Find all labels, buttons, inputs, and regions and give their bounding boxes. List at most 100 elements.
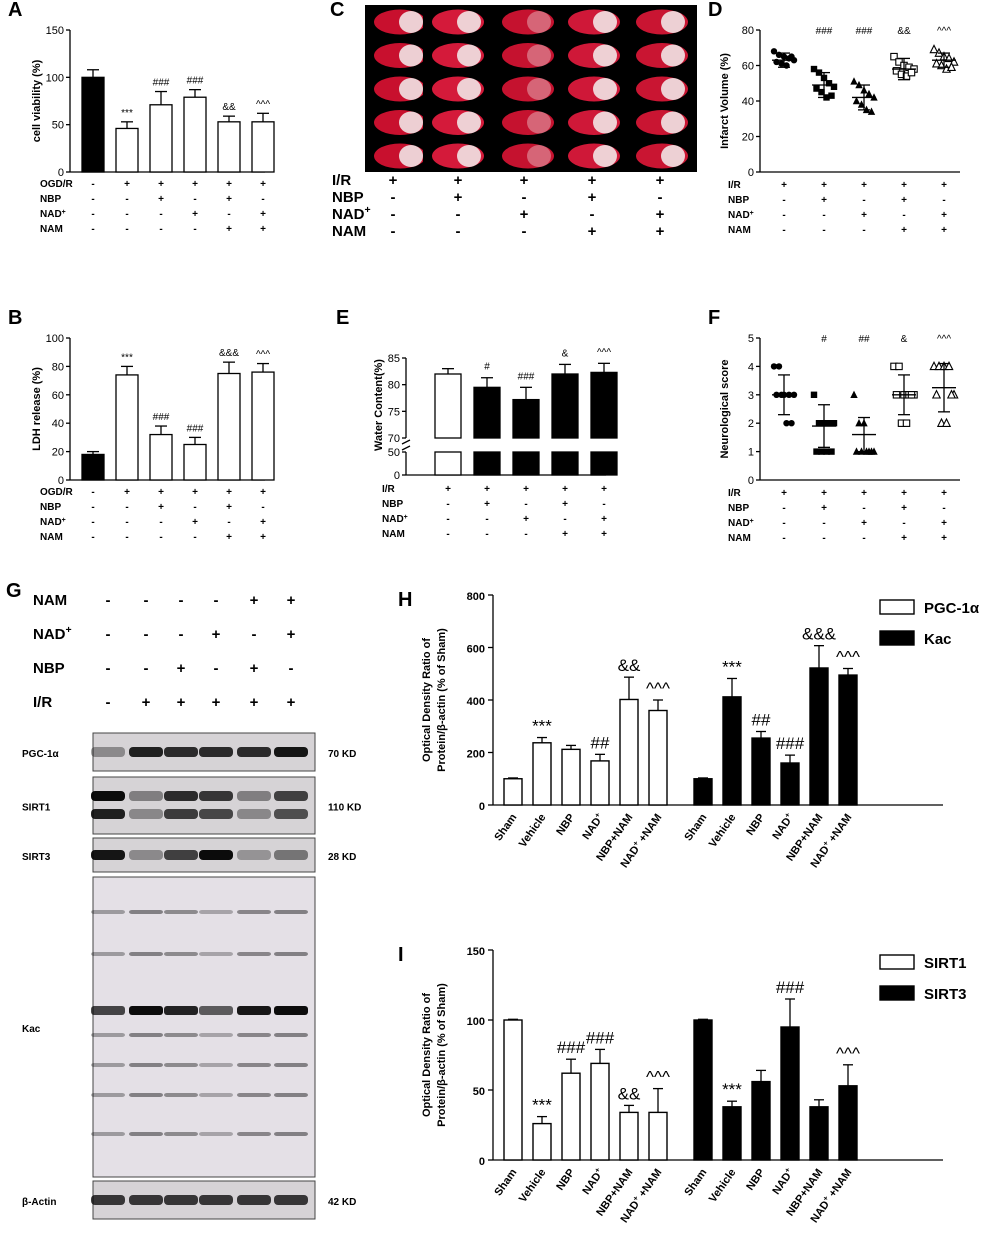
significance-mark: ##: [858, 334, 870, 345]
infarct-area: [661, 44, 685, 67]
infarct-area: [593, 11, 617, 33]
blot-band: [237, 1006, 271, 1015]
significance-mark: ###: [776, 734, 805, 753]
condition-mark: +: [484, 499, 490, 510]
condition-mark: -: [446, 514, 449, 525]
condition-label: NBP: [728, 503, 749, 514]
significance-mark: ^^^: [836, 648, 860, 667]
bar: [838, 1085, 858, 1161]
data-point: [931, 58, 942, 68]
condition-mark: -: [91, 209, 94, 220]
legend-label: PGC-1α: [924, 600, 980, 617]
condition-label: I/R: [728, 180, 742, 191]
bar: [619, 698, 639, 806]
panel-label: D: [708, 0, 722, 21]
blot-label: PGC-1α: [22, 749, 60, 760]
category-label: NAD+: [768, 810, 796, 842]
significance-mark: ##: [591, 733, 610, 752]
condition-mark: -: [391, 206, 396, 223]
significance-mark: ***: [722, 1080, 742, 1099]
bar: [561, 1072, 581, 1161]
y-axis-label: Water Content(%): [373, 359, 385, 451]
condition-mark: -: [106, 626, 111, 643]
bar: [503, 778, 523, 806]
y-tick-label: 600: [467, 644, 485, 656]
condition-mark: -: [782, 210, 785, 221]
y-tick-label: 0: [748, 475, 754, 487]
blot-band: [129, 747, 163, 757]
condition-mark: +: [250, 592, 259, 609]
data-point: [929, 44, 939, 54]
condition-mark: +: [588, 223, 597, 240]
condition-mark: +: [226, 532, 232, 543]
condition-mark: +: [192, 517, 198, 528]
condition-mark: -: [91, 532, 94, 543]
bar: [751, 737, 771, 806]
data-point: [852, 447, 861, 455]
blot-band: [199, 1063, 233, 1067]
condition-label: NAD+: [40, 209, 66, 221]
data-point: [825, 80, 833, 87]
data-point: [902, 419, 911, 427]
condition-mark: +: [901, 503, 907, 514]
category-label: Sham: [492, 812, 519, 844]
blot-band: [199, 850, 233, 860]
blot-band: [199, 952, 233, 956]
condition-mark: -: [524, 499, 527, 510]
y-tick-label: 70: [388, 433, 400, 445]
data-point: [855, 419, 863, 427]
condition-mark: +: [656, 206, 665, 223]
condition-mark: +: [454, 189, 463, 206]
blot-band: [164, 809, 198, 819]
category-label: Vehicle: [707, 812, 739, 850]
condition-mark: +: [260, 179, 266, 190]
condition-mark: -: [125, 532, 128, 543]
condition-mark: -: [125, 224, 128, 235]
condition-label: NBP: [332, 189, 364, 206]
bar: [590, 451, 618, 476]
condition-mark: -: [106, 592, 111, 609]
data-point: [770, 48, 778, 55]
blot-label: SIRT3: [22, 852, 51, 863]
condition-mark: -: [446, 529, 449, 540]
y-axis-label: Infarct Volume (%): [719, 53, 731, 149]
condition-label: NBP: [728, 195, 749, 206]
condition-mark: +: [250, 694, 259, 711]
data-point: [775, 363, 783, 370]
condition-mark: +: [821, 180, 827, 191]
condition-mark: +: [158, 194, 164, 205]
data-point: [818, 88, 825, 96]
data-point: [813, 85, 820, 92]
blot-label: β-Actin: [22, 1197, 56, 1208]
y-tick-label: 50: [473, 1086, 485, 1098]
blot-band: [164, 1033, 198, 1037]
condition-mark: -: [144, 626, 149, 643]
blot-band: [274, 809, 308, 819]
condition-mark: -: [782, 533, 785, 544]
blot-band: [164, 1093, 198, 1097]
blot-band: [274, 910, 308, 914]
blot-band: [91, 1195, 125, 1205]
blot-frame: [92, 876, 316, 1178]
condition-mark: +: [484, 484, 490, 495]
data-point: [810, 391, 818, 398]
bar: [251, 371, 275, 481]
condition-mark: +: [226, 179, 232, 190]
significance-mark: ***: [532, 1096, 552, 1115]
condition-mark: -: [485, 529, 488, 540]
y-axis-label: Optical Density Ratio of: [421, 993, 433, 1117]
condition-mark: +: [656, 172, 665, 189]
y-tick-label: 80: [742, 25, 754, 37]
y-tick-label: 75: [388, 406, 400, 418]
panel-label: C: [330, 0, 344, 21]
condition-mark: +: [901, 225, 907, 236]
condition-label: NAD+: [728, 518, 754, 530]
infarct-area: [661, 111, 685, 134]
bar: [619, 1111, 639, 1161]
significance-mark: ***: [121, 108, 133, 119]
condition-mark: -: [782, 225, 785, 236]
blot-band: [129, 952, 163, 956]
data-point: [788, 420, 795, 427]
condition-mark: -: [125, 502, 128, 513]
